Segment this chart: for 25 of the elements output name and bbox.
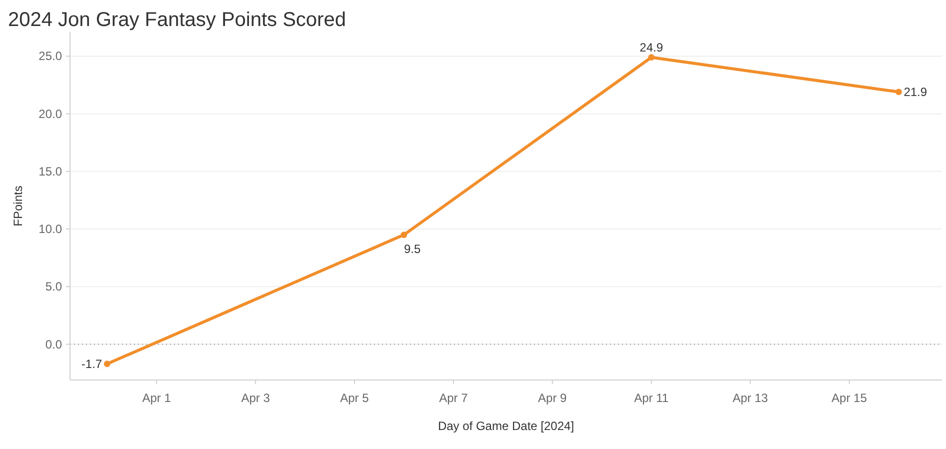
x-tick-label: Apr 3: [241, 391, 270, 405]
point: [648, 54, 655, 61]
point: [400, 232, 408, 238]
data-label: 24.9: [640, 40, 664, 54]
x-tick-label: Apr 15: [832, 391, 868, 405]
data-label: -1.7: [81, 356, 102, 371]
x-tick-label: Apr 1: [142, 391, 172, 405]
x-tick-label: Apr 11: [634, 391, 669, 405]
x-axis-title: Day of Game Date [2024]: [438, 419, 574, 433]
y-axis-title: FPoints: [11, 186, 25, 226]
point: [896, 88, 902, 96]
y-tick-label: 10.0: [38, 222, 62, 236]
data-label: 21.9: [904, 84, 928, 99]
x-tick-label: Apr 5: [340, 391, 370, 405]
y-tick-label: 0.0: [45, 337, 62, 352]
x-tick-label: Apr 9: [538, 391, 568, 405]
x-tick-label: Apr 7: [439, 391, 468, 405]
chart-title: 2024 Jon Gray Fantasy Points Scored: [8, 9, 346, 31]
point: [104, 360, 110, 368]
y-tick-label: 15.0: [38, 164, 62, 178]
data-label: 9.5: [404, 242, 421, 256]
y-tick-label: 20.0: [38, 106, 62, 121]
y-tick-label: 25.0: [38, 49, 62, 64]
y-tick-label: 5.0: [45, 280, 62, 294]
x-tick-label: Apr 13: [732, 391, 768, 405]
